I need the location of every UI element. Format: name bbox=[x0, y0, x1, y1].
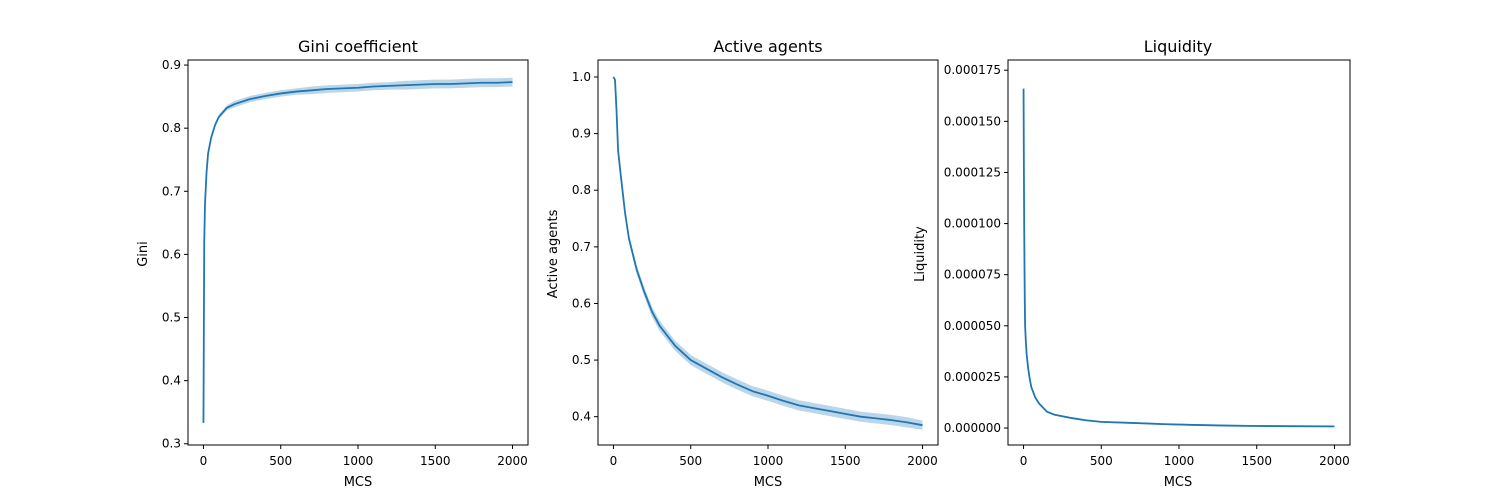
y-tick-label: 0.3 bbox=[162, 437, 181, 451]
y-tick-label: 0.6 bbox=[162, 247, 181, 261]
chart-title: Gini coefficient bbox=[298, 37, 418, 56]
x-axis-label: MCS bbox=[1164, 475, 1193, 490]
y-tick-label: 0.000150 bbox=[944, 114, 1001, 128]
x-tick-label: 2000 bbox=[1319, 454, 1350, 468]
x-tick-label: 1000 bbox=[753, 454, 784, 468]
y-tick-label: 0.8 bbox=[162, 121, 181, 135]
liquidity-panel: Liquidity MCS Liquidity 0 500 1000 1500 2000… bbox=[913, 37, 1351, 490]
y-tick-label: 0.000100 bbox=[944, 217, 1001, 231]
plot-frame bbox=[1007, 59, 1351, 446]
x-tick-label: 1000 bbox=[1164, 454, 1195, 468]
x-tick-label: 500 bbox=[269, 454, 292, 468]
x-tick-label: 2000 bbox=[497, 454, 528, 468]
x-axis-label: MCS bbox=[344, 475, 373, 490]
x-axis-label: MCS bbox=[754, 475, 783, 490]
chart-title: Liquidity bbox=[1144, 37, 1212, 56]
y-tick-label: 0.000075 bbox=[944, 268, 1001, 282]
y-tick-label: 0.8 bbox=[572, 183, 591, 197]
x-tick-label: 1000 bbox=[343, 454, 374, 468]
x-tick-label: 1500 bbox=[1241, 454, 1272, 468]
x-tick-label: 1500 bbox=[830, 454, 861, 468]
y-tick-label: 0.000050 bbox=[944, 319, 1001, 333]
x-tick-label: 0 bbox=[200, 454, 208, 468]
y-tick-label: 0.000000 bbox=[944, 421, 1001, 435]
y-axis-label: Gini bbox=[136, 241, 151, 267]
confidence-band bbox=[1023, 87, 1335, 428]
y-tick-label: 0.000175 bbox=[944, 63, 1001, 77]
y-tick-label: 0.5 bbox=[572, 353, 591, 367]
series-line bbox=[612, 76, 923, 427]
y-axis-label: Active agents bbox=[546, 209, 561, 298]
plot-frame bbox=[597, 59, 939, 446]
y-tick-label: 0.4 bbox=[162, 374, 181, 388]
confidence-band bbox=[203, 77, 513, 424]
series-line bbox=[1022, 88, 1335, 428]
x-tick-label: 500 bbox=[679, 454, 702, 468]
x-tick-label: 500 bbox=[1090, 454, 1113, 468]
y-tick-label: 0.9 bbox=[162, 58, 181, 72]
active-agents-panel: Active agents MCS Active agents 0 500 1000… bbox=[546, 37, 939, 490]
y-tick-label: 0.6 bbox=[572, 296, 591, 310]
y-tick-label: 0.7 bbox=[162, 184, 181, 198]
x-tick-label: 0 bbox=[1020, 454, 1028, 468]
y-tick-label: 0.4 bbox=[572, 410, 591, 424]
gini-panel: Gini coefficient MCS Gini 0 500 1000 1500 20… bbox=[136, 37, 529, 490]
y-tick-label: 0.000125 bbox=[944, 165, 1001, 179]
y-tick-label: 0.7 bbox=[572, 240, 591, 254]
y-tick-label: 0.5 bbox=[162, 311, 181, 325]
y-axis-label: Liquidity bbox=[913, 226, 928, 282]
confidence-band bbox=[613, 75, 923, 430]
x-tick-label: 1500 bbox=[420, 454, 451, 468]
plot-frame bbox=[187, 59, 529, 446]
series-line bbox=[202, 81, 513, 423]
x-tick-label: 2000 bbox=[907, 454, 938, 468]
x-tick-label: 0 bbox=[610, 454, 618, 468]
chart-title: Active agents bbox=[713, 37, 822, 56]
y-tick-label: 0.000025 bbox=[944, 370, 1001, 384]
y-tick-label: 0.9 bbox=[572, 127, 591, 141]
y-tick-label: 1.0 bbox=[572, 70, 591, 84]
